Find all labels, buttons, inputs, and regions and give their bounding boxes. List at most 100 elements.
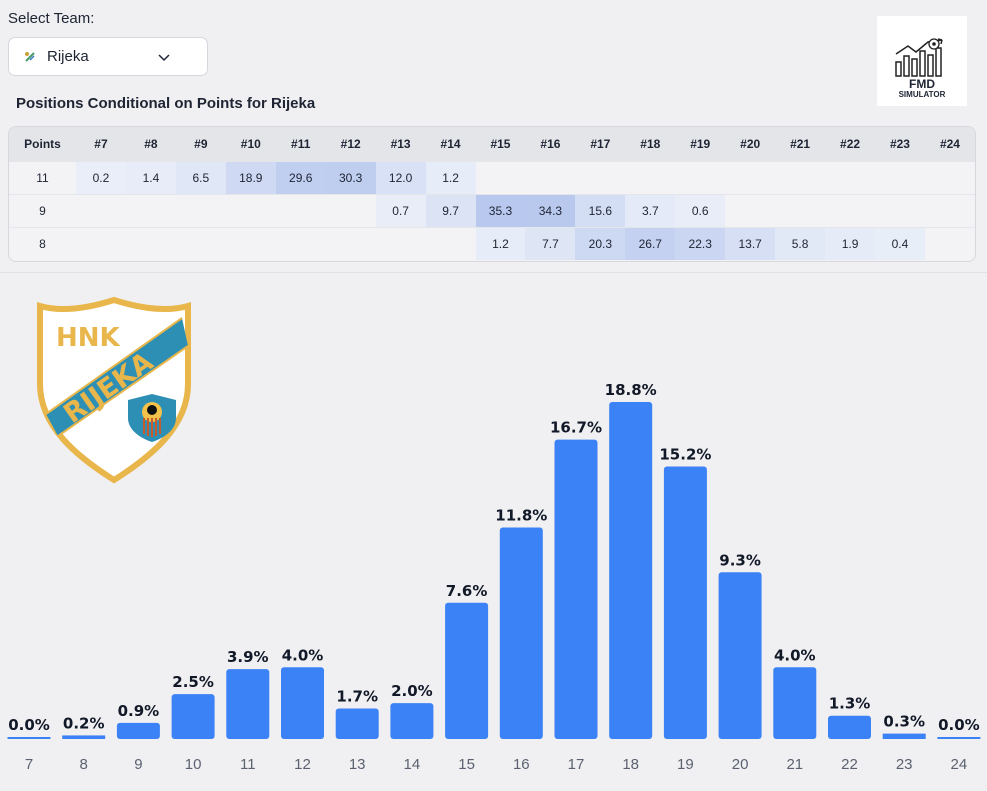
position-column-header: #19 [675, 127, 726, 161]
position-column-header: #16 [525, 127, 576, 161]
probability-cell [875, 160, 925, 194]
x-tick-label: 12 [294, 756, 311, 773]
x-tick-label: 22 [841, 756, 858, 773]
bar-14 [390, 703, 434, 739]
position-column-header: #11 [275, 127, 326, 161]
probability-cell: 6.5 [175, 160, 226, 194]
bar-9 [116, 722, 160, 739]
probability-cell: 35.3 [475, 193, 526, 227]
probability-cell [825, 193, 875, 227]
bar-value-label: 2.5% [172, 673, 214, 691]
probability-cell: 3.7 [625, 193, 676, 227]
probability-cell: 29.6 [275, 160, 326, 194]
bar-value-label: 15.2% [659, 446, 711, 464]
x-tick-label: 16 [513, 756, 530, 773]
x-tick-label: 8 [80, 756, 88, 773]
bar-value-label: 16.7% [550, 419, 602, 437]
table-row: 8 1.2 7.7 20.3 26.7 22.3 13.7 5.8 1.9 0.4 [9, 226, 975, 260]
probability-cell: 15.6 [575, 193, 626, 227]
probability-cell [575, 160, 626, 194]
probability-cell [775, 160, 826, 194]
table-title: Positions Conditional on Points for Rije… [16, 95, 316, 112]
bar-11 [226, 669, 270, 739]
probability-cell: 30.3 [325, 160, 376, 194]
position-column-header: #8 [125, 127, 176, 161]
x-tick-label: 17 [568, 756, 585, 773]
team-dropdown[interactable]: Rijeka [8, 37, 208, 76]
bar-8 [62, 735, 106, 739]
probability-cell [725, 160, 776, 194]
brand-line1: FMD [909, 77, 935, 91]
probability-cell: 34.3 [525, 193, 576, 227]
bar-value-label: 1.3% [829, 695, 871, 713]
bar-value-label: 7.6% [446, 582, 488, 600]
x-tick-label: 15 [458, 756, 475, 773]
bar-value-label: 0.0% [938, 716, 980, 734]
position-column-header: #9 [175, 127, 226, 161]
position-column-header: #20 [725, 127, 776, 161]
probability-cell: 1.9 [825, 226, 875, 260]
bar-value-label: 4.0% [774, 646, 816, 664]
x-tick-label: 23 [896, 756, 913, 773]
select-team-label: Select Team: [8, 10, 95, 27]
probability-cell [725, 193, 776, 227]
bar-24 [937, 737, 981, 739]
bar-value-label: 11.8% [495, 506, 547, 524]
x-tick-label: 9 [134, 756, 142, 773]
bar-15 [445, 602, 489, 739]
probability-cell [225, 193, 276, 227]
growth-chart-icon [895, 38, 943, 77]
positions-table: Points #7 #8 #9 #10 #11 #12 #13 #14 #15 #16 #17 #18 #… [8, 126, 976, 262]
position-column-header: #7 [76, 127, 126, 161]
bar-value-label: 9.3% [719, 551, 761, 569]
probability-cell: 20.3 [575, 226, 626, 260]
probability-cell [125, 193, 176, 227]
bar-value-label: 0.3% [883, 713, 925, 731]
position-column-header: #22 [825, 127, 875, 161]
table-header-row: Points #7 #8 #9 #10 #11 #12 #13 #14 #15 #16 #17 #18 #… [9, 127, 975, 161]
probability-cell [475, 160, 526, 194]
probability-cell [325, 193, 376, 227]
probability-cell: 13.7 [725, 226, 776, 260]
probability-cell: 0.7 [375, 193, 426, 227]
probability-cell [325, 226, 376, 260]
position-column-header: #24 [924, 127, 975, 161]
table-row: 9 0.7 9.7 35.3 34.3 15.6 3.7 0.6 [9, 193, 975, 227]
brand-line2: SIMULATOR [898, 90, 946, 99]
probability-cell: 22.3 [675, 226, 726, 260]
probability-cell [375, 226, 426, 260]
probability-cell: 18.9 [225, 160, 276, 194]
position-column-header: #13 [375, 127, 426, 161]
table-row: 11 0.2 1.4 6.5 18.9 29.6 30.3 12.0 1.2 [9, 160, 975, 194]
probability-cell: 9.7 [425, 193, 476, 227]
bar-value-label: 1.7% [336, 688, 378, 706]
position-column-header: #12 [325, 127, 376, 161]
probability-cell: 0.6 [675, 193, 726, 227]
bar-value-label: 0.0% [8, 716, 50, 734]
probability-cell [125, 226, 176, 260]
probability-cell [775, 193, 826, 227]
x-tick-label: 20 [732, 756, 749, 773]
x-tick-label: 10 [185, 756, 202, 773]
probability-cell: 0.2 [76, 160, 126, 194]
probability-cell: 12.0 [375, 160, 426, 194]
bar-23 [882, 733, 926, 739]
bar-value-label: 0.9% [118, 702, 160, 720]
bar-20 [718, 572, 762, 739]
position-column-header: #14 [425, 127, 476, 161]
bar-value-label: 0.2% [63, 714, 105, 732]
position-column-header: #10 [225, 127, 276, 161]
bar-12 [281, 667, 324, 739]
x-tick-label: 7 [25, 756, 33, 773]
probability-cell [924, 193, 975, 227]
x-tick-label: 24 [951, 756, 968, 773]
probability-cell [76, 226, 126, 260]
probability-cell: 1.4 [125, 160, 176, 194]
team-dropdown-value: Rijeka [47, 48, 89, 65]
position-column-header: #15 [475, 127, 526, 161]
probability-cell: 1.2 [475, 226, 526, 260]
bar-18 [609, 402, 653, 739]
probability-cell: 1.2 [425, 160, 476, 194]
position-column-header: #21 [775, 127, 826, 161]
crest-top-text: HNK [56, 323, 121, 353]
